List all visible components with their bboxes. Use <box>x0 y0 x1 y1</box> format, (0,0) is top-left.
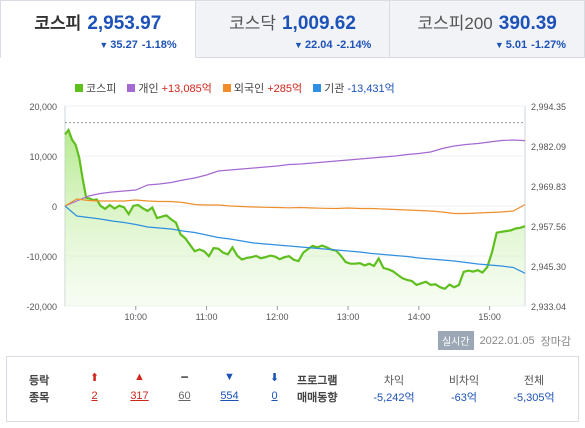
tab-name: 코스피200 <box>417 14 493 33</box>
program-value: -63억 <box>450 392 478 404</box>
breadth-label-line2: 종목 <box>29 392 50 404</box>
market-status: 장마감 <box>540 335 571 348</box>
index-chart: 20,000 10,000 0 -10,000 -20,000 2,994.35 2,982… <box>26 102 566 322</box>
right-tick-label: 2,945.30 <box>531 262 566 272</box>
series-line-institution <box>64 205 526 274</box>
tab-change: 22.04 <box>304 39 333 51</box>
chart-info: 실시간 2022.01.05 장마감 <box>437 331 571 350</box>
legend-label: 외국인 <box>233 83 265 95</box>
falling-count: ▼ 554 <box>207 371 252 402</box>
lower-limit-icon: ⬇ <box>269 372 280 384</box>
right-tick-label: 2,933.04 <box>531 302 566 312</box>
tab-percent: -1.18% <box>141 39 177 51</box>
left-tick-label: 0 <box>52 202 57 212</box>
index-tabs: 코스피 2,953.97 ▼ 35.27 -1.18% 코스닥 1,009.62 ▼… <box>0 0 585 58</box>
program-arbitrage: 차익 -5,242억 <box>359 373 429 407</box>
tab-change: 5.01 <box>505 39 528 51</box>
tab-percent: -1.27% <box>531 39 567 51</box>
upper-limit-count: ⬆ 2 <box>72 371 117 402</box>
lower-limit-count: ⬇ 0 <box>252 371 297 402</box>
breadth-label-line1: 등락 <box>29 375 50 387</box>
down-arrow-icon: ▼ <box>294 40 303 50</box>
program-header: 전체 <box>523 375 545 387</box>
program-header: 비차익 <box>448 375 480 387</box>
program-value: -5,305억 <box>513 392 555 404</box>
market-breadth-panel: 등락 종목 ⬆ 2 ▲ 317 ━ 60 ▼ 554 ⬇ 0 프로그램 매매동향… <box>6 356 579 422</box>
legend-institution[interactable]: 기관 -13,431억 <box>313 80 395 96</box>
count-link[interactable]: 317 <box>130 390 149 402</box>
breadth-counts: ⬆ 2 ▲ 317 ━ 60 ▼ 554 ⬇ 0 <box>72 371 297 402</box>
count-link[interactable]: 0 <box>271 390 278 402</box>
program-header: 차익 <box>383 375 405 387</box>
legend-swatch <box>313 84 322 92</box>
chart-legend: 코스피 개인 +13,085억 외국인 +285억 기관 -13,431억 <box>75 80 395 96</box>
right-tick-label: 2,969.83 <box>531 182 566 192</box>
down-arrow-icon: ▼ <box>99 40 109 50</box>
tab-kosdaq[interactable]: 코스닥 1,009.62 ▼ 22.04 -2.14% <box>195 0 391 58</box>
count-link[interactable]: 554 <box>220 390 239 402</box>
legend-kospi[interactable]: 코스피 <box>75 80 116 96</box>
program-label: 프로그램 매매동향 <box>297 373 337 407</box>
x-tick-label: 15:00 <box>478 312 501 322</box>
breadth-label: 등락 종목 <box>29 373 49 407</box>
live-badge[interactable]: 실시간 <box>437 331 474 350</box>
tab-name: 코스닥 <box>229 14 276 33</box>
tab-kospi[interactable]: 코스피 2,953.97 ▼ 35.27 -1.18% <box>0 0 196 58</box>
left-tick-label: 10,000 <box>29 152 57 162</box>
legend-foreign[interactable]: 외국인 +285억 <box>222 80 303 96</box>
left-tick-label: -20,000 <box>26 302 57 312</box>
legend-swatch <box>127 84 136 92</box>
series-line-individual <box>64 139 526 207</box>
tab-kospi200[interactable]: 코스피200 390.39 ▼ 5.01 -1.27% <box>390 0 585 58</box>
left-tick-label: -10,000 <box>26 252 57 262</box>
legend-individual[interactable]: 개인 +13,085억 <box>127 80 212 96</box>
program-non-arbitrage: 비차익 -63억 <box>429 373 499 407</box>
program-total: 전체 -5,305억 <box>499 373 569 407</box>
legend-swatch <box>75 84 83 92</box>
legend-swatch <box>222 84 231 92</box>
x-tick-label: 10:00 <box>125 312 148 322</box>
right-tick-label: 2,957.56 <box>531 222 566 232</box>
legend-label: 개인 <box>138 83 159 95</box>
tab-change: 35.27 <box>110 39 138 51</box>
tab-value: 2,953.97 <box>87 13 162 34</box>
tab-value: 390.39 <box>498 13 557 34</box>
program-label-line1: 프로그램 <box>297 375 338 387</box>
legend-value: +13,085억 <box>161 83 212 95</box>
flat-icon: ━ <box>181 372 188 384</box>
right-tick-label: 2,982.09 <box>531 142 566 152</box>
down-arrow-icon: ▼ <box>494 40 504 50</box>
program-value: -5,242억 <box>373 392 415 404</box>
x-tick-label: 14:00 <box>408 312 431 322</box>
x-tick-label: 13:00 <box>337 312 360 322</box>
legend-value: +285억 <box>267 83 303 95</box>
tab-name: 코스피 <box>34 14 82 33</box>
legend-label: 기관 <box>324 83 345 95</box>
count-link[interactable]: 2 <box>91 390 98 402</box>
trade-date: 2022.01.05 <box>479 334 535 347</box>
fall-icon: ▼ <box>224 371 235 383</box>
x-tick-label: 11:00 <box>196 312 218 322</box>
series-line-kospi <box>64 127 526 291</box>
tab-value: 1,009.62 <box>281 13 356 34</box>
series-line-foreign <box>64 198 526 215</box>
program-label-line2: 매매동향 <box>297 392 338 404</box>
legend-value: -13,431억 <box>347 83 395 95</box>
right-tick-label: 2,994.35 <box>531 102 566 112</box>
tab-percent: -2.14% <box>336 39 372 51</box>
left-tick-label: 20,000 <box>29 102 57 112</box>
rising-count: ▲ 317 <box>117 371 162 402</box>
series-area-kospi <box>65 130 525 306</box>
legend-label: 코스피 <box>86 83 117 95</box>
count-link[interactable]: 60 <box>178 390 191 402</box>
x-tick-label: 12:00 <box>266 312 289 322</box>
rise-icon: ▲ <box>134 371 145 383</box>
unchanged-count: ━ 60 <box>162 371 207 402</box>
upper-limit-icon: ⬆ <box>89 372 100 384</box>
